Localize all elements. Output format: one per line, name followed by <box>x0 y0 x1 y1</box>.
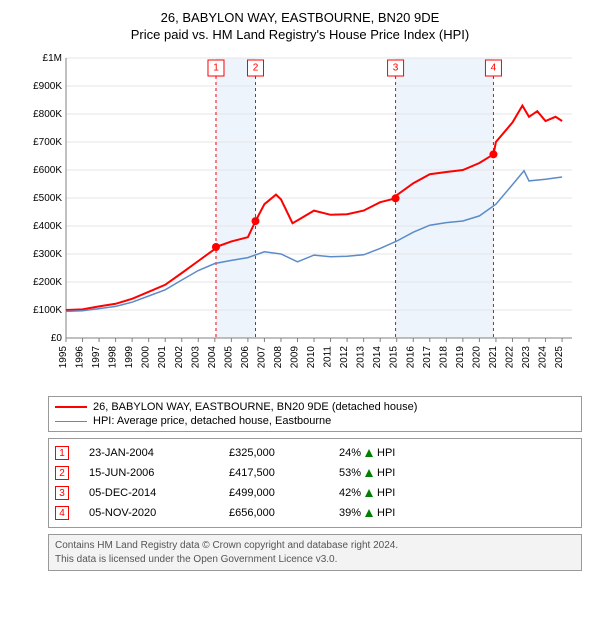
svg-text:£500K: £500K <box>33 193 62 204</box>
transaction-date: 05-NOV-2020 <box>89 507 209 519</box>
transaction-price: £499,000 <box>229 487 319 499</box>
svg-text:2005: 2005 <box>223 346 234 369</box>
transaction-date: 15-JUN-2006 <box>89 467 209 479</box>
chart-svg: £0 £100K £200K £300K £400K £500K £600K £700K £80… <box>20 50 580 390</box>
transaction-date: 23-JAN-2004 <box>89 447 209 459</box>
title-line-2: Price paid vs. HM Land Registry's House … <box>12 27 588 42</box>
svg-text:2024: 2024 <box>538 346 549 369</box>
transactions-table: 1 23-JAN-2004 £325,000 24%HPI 2 15-JUN-2006 £4… <box>48 438 582 528</box>
svg-text:2014: 2014 <box>372 346 383 369</box>
svg-text:2019: 2019 <box>455 346 466 369</box>
svg-text:2002: 2002 <box>174 346 185 369</box>
legend-swatch <box>55 406 87 408</box>
svg-text:2016: 2016 <box>405 346 416 369</box>
chart: £0 £100K £200K £300K £400K £500K £600K £700K £80… <box>20 50 580 390</box>
svg-text:2: 2 <box>253 63 259 74</box>
svg-text:2022: 2022 <box>504 346 515 369</box>
svg-text:2018: 2018 <box>438 346 449 369</box>
svg-text:2006: 2006 <box>240 346 251 369</box>
svg-text:£700K: £700K <box>33 137 62 148</box>
transaction-marker: 4 <box>55 506 69 520</box>
svg-text:2010: 2010 <box>306 346 317 369</box>
svg-text:2009: 2009 <box>290 346 301 369</box>
svg-text:£400K: £400K <box>33 221 62 232</box>
copyright-notes: Contains HM Land Registry data © Crown c… <box>48 534 582 571</box>
svg-text:£800K: £800K <box>33 109 62 120</box>
svg-text:2015: 2015 <box>389 346 400 369</box>
svg-text:£100K: £100K <box>33 305 62 316</box>
svg-text:1995: 1995 <box>58 346 69 369</box>
svg-text:2012: 2012 <box>339 346 350 369</box>
svg-text:1998: 1998 <box>108 346 119 369</box>
svg-text:4: 4 <box>491 63 497 74</box>
transaction-pct: 53%HPI <box>339 467 395 479</box>
transaction-row: 1 23-JAN-2004 £325,000 24%HPI <box>55 443 575 463</box>
transaction-row: 4 05-NOV-2020 £656,000 39%HPI <box>55 503 575 523</box>
svg-text:1999: 1999 <box>124 346 135 369</box>
svg-text:£600K: £600K <box>33 165 62 176</box>
svg-text:1997: 1997 <box>91 346 102 369</box>
svg-text:2011: 2011 <box>323 346 334 368</box>
svg-text:£0: £0 <box>51 333 63 344</box>
transaction-marker: 3 <box>55 486 69 500</box>
transaction-pct: 39%HPI <box>339 507 395 519</box>
svg-text:2007: 2007 <box>256 346 267 369</box>
svg-text:2003: 2003 <box>190 346 201 369</box>
svg-text:2025: 2025 <box>554 346 565 369</box>
svg-text:2000: 2000 <box>141 346 152 369</box>
transaction-price: £325,000 <box>229 447 319 459</box>
svg-text:2020: 2020 <box>471 346 482 369</box>
transaction-marker: 1 <box>55 446 69 460</box>
arrow-up-icon <box>365 509 373 517</box>
notes-line-1: Contains HM Land Registry data © Crown c… <box>55 539 575 553</box>
arrow-up-icon <box>365 449 373 457</box>
notes-line-2: This data is licensed under the Open Gov… <box>55 553 575 567</box>
transaction-row: 3 05-DEC-2014 £499,000 42%HPI <box>55 483 575 503</box>
arrow-up-icon <box>365 489 373 497</box>
legend-label: 26, BABYLON WAY, EASTBOURNE, BN20 9DE (d… <box>93 401 417 413</box>
legend-item: 26, BABYLON WAY, EASTBOURNE, BN20 9DE (d… <box>55 400 575 414</box>
svg-text:£1M: £1M <box>43 53 62 64</box>
svg-text:£200K: £200K <box>33 277 62 288</box>
legend-swatch <box>55 421 87 422</box>
chart-container: 26, BABYLON WAY, EASTBOURNE, BN20 9DE Pr… <box>0 0 600 583</box>
svg-text:1996: 1996 <box>75 346 86 369</box>
svg-text:£300K: £300K <box>33 249 62 260</box>
svg-text:3: 3 <box>393 63 399 74</box>
svg-text:2021: 2021 <box>488 346 499 369</box>
svg-text:2001: 2001 <box>157 346 168 369</box>
svg-text:2023: 2023 <box>521 346 532 369</box>
transaction-pct: 24%HPI <box>339 447 395 459</box>
arrow-up-icon <box>365 469 373 477</box>
transaction-date: 05-DEC-2014 <box>89 487 209 499</box>
legend-item: HPI: Average price, detached house, East… <box>55 414 575 428</box>
svg-text:2017: 2017 <box>422 346 433 369</box>
transaction-price: £656,000 <box>229 507 319 519</box>
transaction-pct: 42%HPI <box>339 487 395 499</box>
svg-text:1: 1 <box>213 63 219 74</box>
legend-label: HPI: Average price, detached house, East… <box>93 415 331 427</box>
svg-text:2008: 2008 <box>273 346 284 369</box>
legend: 26, BABYLON WAY, EASTBOURNE, BN20 9DE (d… <box>48 396 582 432</box>
transaction-marker: 2 <box>55 466 69 480</box>
svg-text:2004: 2004 <box>207 346 218 369</box>
svg-text:2013: 2013 <box>356 346 367 369</box>
transaction-row: 2 15-JUN-2006 £417,500 53%HPI <box>55 463 575 483</box>
transaction-price: £417,500 <box>229 467 319 479</box>
title-line-1: 26, BABYLON WAY, EASTBOURNE, BN20 9DE <box>12 10 588 25</box>
svg-text:£900K: £900K <box>33 81 62 92</box>
